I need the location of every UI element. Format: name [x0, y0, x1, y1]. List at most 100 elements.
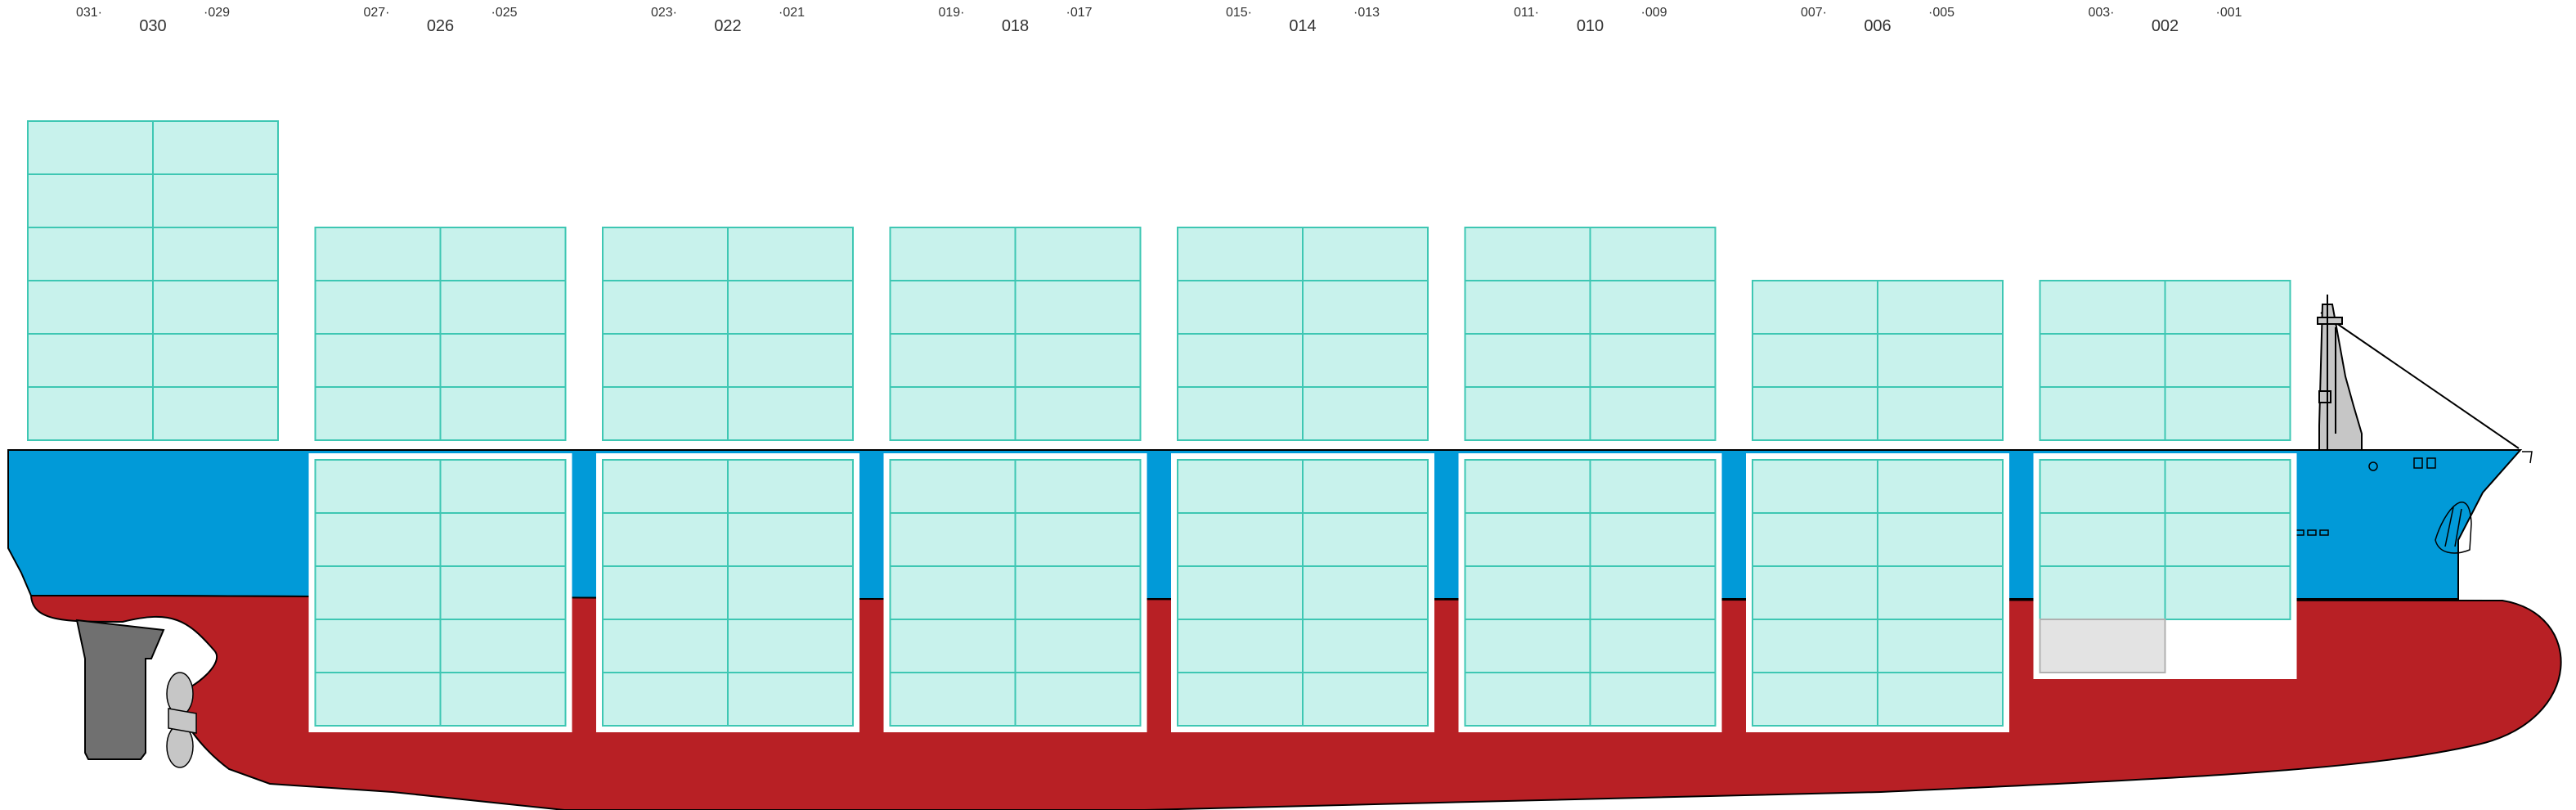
- deck-container: [1177, 227, 1304, 281]
- hold-container: [727, 459, 854, 514]
- hold-container: [889, 619, 1016, 673]
- bay-022: 022 023· ·021: [596, 6, 859, 732]
- hold-container: [2039, 459, 2166, 514]
- hold-container: [1589, 459, 1717, 514]
- deck-container: [314, 227, 442, 281]
- deck-container: [1464, 227, 1591, 281]
- hold-container: [1177, 672, 1304, 727]
- deck-container: [602, 333, 729, 388]
- hold-container: [1464, 565, 1591, 620]
- bay-014: 014 015· ·013: [1171, 6, 1434, 732]
- bay-label: 018: [1002, 17, 1029, 35]
- deck-container: [27, 173, 154, 228]
- deck-container: [727, 333, 854, 388]
- bay-aft-label: ·021: [779, 6, 805, 20]
- deck-container: [152, 173, 279, 228]
- bay-fwd-label: 015·: [1226, 6, 1252, 20]
- deck-container: [1464, 386, 1591, 441]
- bay-026: 026 027· ·025: [308, 6, 572, 732]
- hold-container: [1302, 672, 1429, 727]
- hold-container: [2164, 512, 2291, 567]
- deck-container: [152, 333, 279, 388]
- bay-aft-label: ·009: [1640, 6, 1667, 20]
- deck-container: [314, 386, 442, 441]
- bow-stay-line: [2320, 312, 2520, 449]
- deck-container: [1014, 386, 1142, 441]
- rudder: [75, 619, 165, 760]
- bay-label: 010: [1577, 17, 1604, 35]
- bay-label: 002: [2152, 17, 2179, 35]
- hold-container: [1752, 512, 1878, 567]
- deck-container: [314, 333, 442, 388]
- deck-container: [27, 386, 154, 441]
- hold-container: [1877, 512, 2004, 567]
- bay-fwd-label: 003·: [2088, 6, 2114, 20]
- bay-aft-label: ·025: [491, 6, 517, 20]
- deck-container: [2039, 333, 2166, 388]
- deck-container: [439, 280, 567, 335]
- hold-container: [1177, 619, 1304, 673]
- bay-010: 010 011· ·009: [1458, 6, 1722, 732]
- deck-container: [439, 333, 567, 388]
- bay-fwd-label: 031·: [76, 6, 102, 20]
- deck-container: [152, 227, 279, 281]
- hold-container: [889, 672, 1016, 727]
- bay-aft-label: ·001: [2215, 6, 2242, 20]
- hold-container: [1464, 459, 1591, 514]
- deck-container: [27, 280, 154, 335]
- deck-container: [2039, 280, 2166, 335]
- bay-aft-label: ·029: [204, 6, 230, 20]
- hold-container: [314, 565, 442, 620]
- bay-label: 006: [1864, 17, 1891, 35]
- deck-container: [2164, 386, 2291, 441]
- hold-container: [602, 565, 729, 620]
- hold-container: [1014, 512, 1142, 567]
- hold-container: [1589, 565, 1717, 620]
- deck-container: [27, 333, 154, 388]
- deck-container: [27, 120, 154, 175]
- hold-container: [1014, 672, 1142, 727]
- hold-container: [727, 512, 854, 567]
- deck-container: [2164, 280, 2291, 335]
- deck-container: [439, 227, 567, 281]
- hold-container: [2164, 565, 2291, 620]
- hold-container: [314, 512, 442, 567]
- deck-container: [1177, 386, 1304, 441]
- deck-container: [1589, 280, 1717, 335]
- deck-container: [152, 280, 279, 335]
- deck-container: [889, 227, 1016, 281]
- hold-container: [314, 619, 442, 673]
- hold-container: [2039, 565, 2166, 620]
- hold-container: [1302, 565, 1429, 620]
- deck-container: [602, 280, 729, 335]
- hold-container: [1177, 512, 1304, 567]
- hold-container: [1014, 619, 1142, 673]
- hold-container: [1302, 619, 1429, 673]
- deck-container: [1014, 227, 1142, 281]
- deck-container: [1177, 333, 1304, 388]
- bay-002: 002 003· ·001: [2033, 6, 2297, 679]
- hold-container: [602, 619, 729, 673]
- hold-container: [727, 672, 854, 727]
- deck-container: [152, 120, 279, 175]
- deck-container: [1302, 280, 1429, 335]
- hold-container: [602, 459, 729, 514]
- hold-container: [1877, 672, 2004, 727]
- bay-006: 006 007· ·005: [1746, 6, 2009, 732]
- bay-label: 022: [714, 17, 741, 35]
- bay-fwd-label: 011·: [1514, 6, 1539, 20]
- hold-container: [439, 565, 567, 620]
- hold-container: [727, 619, 854, 673]
- bay-label: 030: [139, 17, 166, 35]
- hold-container: [889, 512, 1016, 567]
- hold-container: [2039, 512, 2166, 567]
- deck-container: [1014, 280, 1142, 335]
- hold-container: [602, 512, 729, 567]
- bay-fwd-label: 007·: [1801, 6, 1827, 20]
- hold-container: [1177, 459, 1304, 514]
- hold-container: [602, 672, 729, 727]
- deck-container: [152, 386, 279, 441]
- deck-container: [1752, 333, 1878, 388]
- deck-container: [727, 386, 854, 441]
- deck-container: [1752, 280, 1878, 335]
